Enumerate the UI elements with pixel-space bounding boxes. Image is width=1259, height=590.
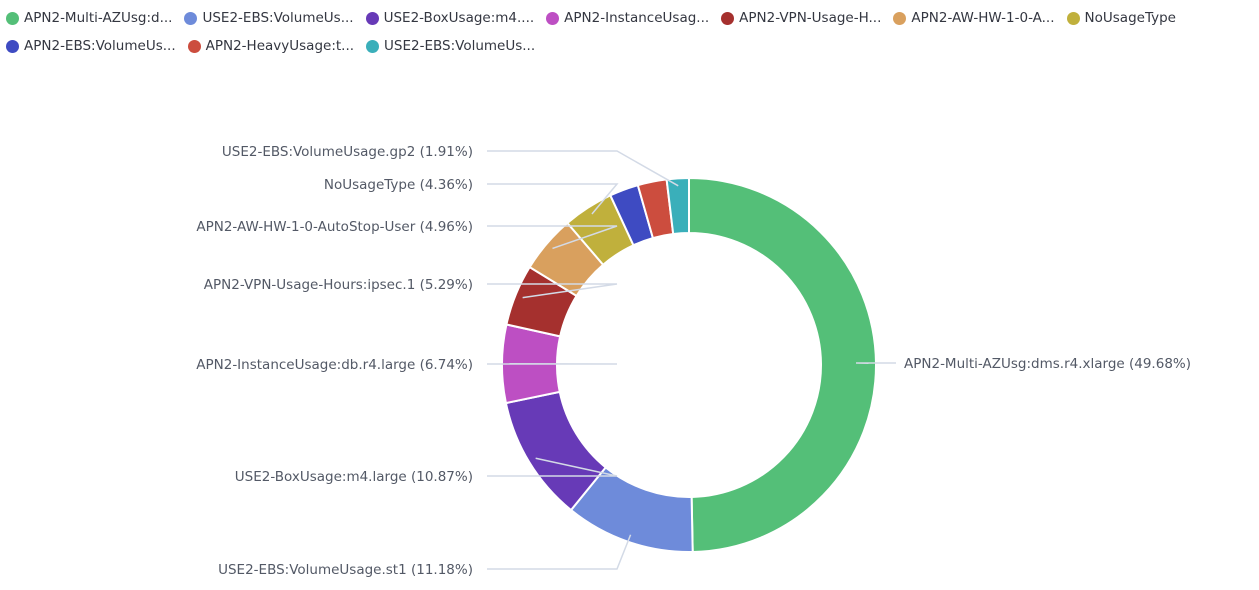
slice-label: USE2-EBS:VolumeUsage.gp2 (1.91%) [222, 144, 473, 160]
legend-item[interactable]: USE2-EBS:VolumeUs... [184, 8, 354, 28]
legend-label: APN2-Multi-AZUsg:d... [24, 10, 173, 26]
leader-lines [487, 150, 896, 570]
legend-label: NoUsageType [1084, 10, 1176, 26]
legend-item[interactable]: APN2-InstanceUsag... [546, 8, 709, 28]
legend-label: APN2-InstanceUsag... [564, 10, 710, 26]
slices [501, 176, 877, 553]
legend-item[interactable]: APN2-EBS:VolumeUs... [6, 36, 176, 56]
legend-dot-icon [893, 11, 907, 25]
leader-line [487, 225, 618, 250]
legend-item[interactable]: USE2-BoxUsage:m4.... [365, 8, 535, 28]
legend-label: APN2-AW-HW-1-0-A... [911, 10, 1055, 26]
legend-label: USE2-BoxUsage:m4.... [383, 10, 535, 26]
legend-dot-icon [6, 39, 19, 53]
legend-item[interactable]: NoUsageType [1066, 8, 1176, 28]
slice-labels: APN2-Multi-AZUsg:dms.r4.xlarge (49.68%) U… [196, 144, 1191, 578]
leader-line [487, 183, 619, 215]
slice-label: USE2-EBS:VolumeUsage.st1 (11.18%) [218, 562, 473, 578]
legend: APN2-Multi-AZUsg:d... USE2-EBS:VolumeUs..… [6, 8, 1256, 56]
slice[interactable] [665, 176, 690, 236]
slice-label: NoUsageType (4.36%) [324, 177, 473, 193]
slice[interactable] [688, 176, 877, 553]
legend-dot-icon [1066, 11, 1080, 25]
legend-label: APN2-VPN-Usage-H... [739, 10, 882, 26]
legend-item[interactable]: APN2-Multi-AZUsg:d... [6, 8, 172, 28]
legend-dot-icon [366, 39, 380, 53]
slice-label: APN2-AW-HW-1-0-AutoStop-User (4.96%) [196, 219, 473, 235]
slice-label: APN2-InstanceUsage:db.r4.large (6.74%) [196, 357, 473, 373]
legend-item[interactable]: APN2-VPN-Usage-H... [721, 8, 881, 28]
legend-label: APN2-HeavyUsage:t... [205, 38, 355, 54]
legend-label: USE2-EBS:VolumeUs... [202, 10, 354, 26]
slice-label: APN2-VPN-Usage-Hours:ipsec.1 (5.29%) [204, 277, 473, 293]
leader-line [487, 457, 618, 477]
legend-label: APN2-EBS:VolumeUs... [24, 38, 176, 54]
leader-line [487, 150, 679, 187]
legend-dot-icon [187, 39, 201, 53]
legend-item[interactable]: APN2-HeavyUsage:t... [187, 36, 355, 56]
leader-line [487, 283, 618, 299]
legend-dot-icon [721, 11, 735, 25]
legend-dot-icon [6, 11, 19, 25]
legend-dot-icon [184, 11, 198, 25]
leader-line [487, 534, 632, 570]
legend-dot-icon [546, 11, 560, 25]
slice-label: USE2-BoxUsage:m4.large (10.87%) [235, 469, 473, 485]
legend-label: USE2-EBS:VolumeUs... [384, 38, 536, 54]
slice-label: APN2-Multi-AZUsg:dms.r4.xlarge (49.68%) [904, 356, 1191, 372]
legend-item[interactable]: APN2-AW-HW-1-0-A... [893, 8, 1055, 28]
legend-item[interactable]: USE2-EBS:VolumeUs... [366, 36, 535, 56]
legend-dot-icon [365, 11, 379, 25]
